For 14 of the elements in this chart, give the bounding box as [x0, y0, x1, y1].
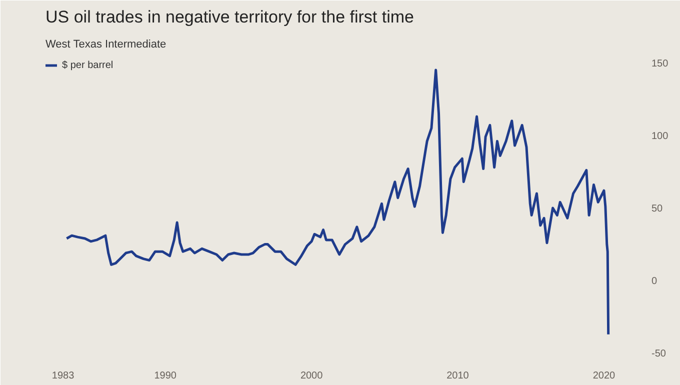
x-tick-label: 2020 — [592, 370, 616, 382]
x-tick-label: 1983 — [52, 370, 75, 382]
y-tick-label: 150 — [652, 58, 669, 70]
legend-label: $ per barrel — [62, 60, 114, 70]
chart-subtitle: West Texas Intermediate — [46, 38, 166, 50]
x-tick-label: 2000 — [300, 370, 324, 382]
x-tick-label: 2010 — [446, 370, 470, 382]
line-series — [65, 68, 610, 336]
y-tick-label: 100 — [652, 130, 669, 142]
y-tick-label: 0 — [652, 276, 658, 288]
x-tick-label: 1990 — [154, 370, 177, 382]
y-tick-label: 50 — [652, 204, 664, 214]
y-tick-label: -50 — [652, 348, 666, 360]
chart-title: US oil trades in negative territory for the first time — [46, 8, 414, 26]
